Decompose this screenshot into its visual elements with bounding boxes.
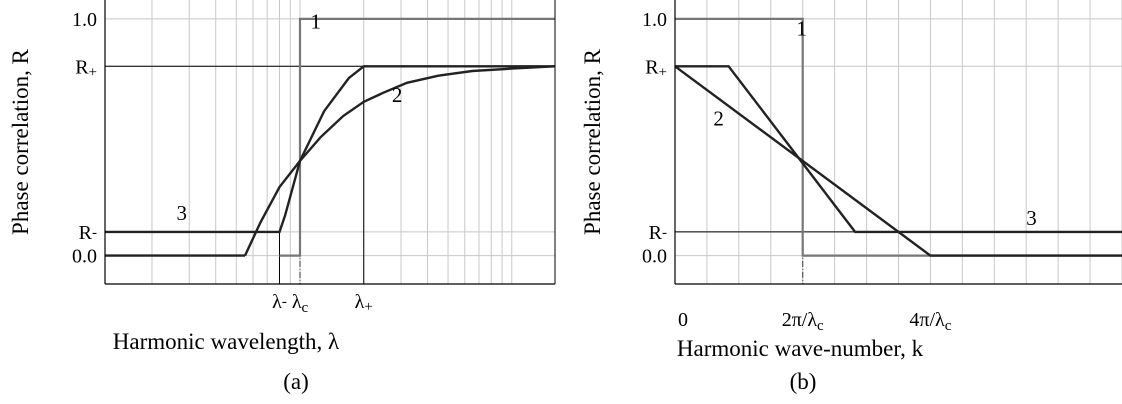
curve-labels-a: 1 2 3	[177, 9, 403, 225]
y-tick-label-b: 0.0	[642, 246, 667, 268]
grid-b	[675, 0, 1122, 284]
x-tick-label-a: λ-	[272, 291, 287, 313]
curve-label-b: 1	[796, 17, 807, 41]
panel-caption-a: (a)	[283, 369, 309, 394]
y-tick-label-a: 0.0	[72, 246, 97, 268]
curve-label-a: 3	[177, 201, 188, 225]
series-group-b	[674, 17, 1122, 257]
curve-labels-b: 1 2 3	[713, 17, 1036, 230]
grid-a	[105, 0, 555, 284]
x-tick-label-b: 2π/λc	[782, 309, 824, 334]
x-ticks-b: 0 2π/λc 4π/λc	[678, 309, 952, 334]
reference-lines-a	[105, 18, 555, 284]
series-line-b-2	[674, 65, 1122, 257]
y-axis-label-a: Phase correlation, R	[8, 48, 33, 235]
series-line-a-3	[105, 65, 555, 234]
curve-label-a: 2	[392, 83, 403, 107]
y-tick-label-a: 1.0	[72, 9, 97, 31]
x-tick-label-b: 4π/λc	[909, 309, 951, 334]
curve-label-b: 3	[1026, 206, 1037, 230]
panel-a: 1.0 R+ R-0.0 λ-λc λ+ 1 2 3 Phase correlation,…	[8, 0, 556, 394]
x-ticks-a: λ-λc λ+	[272, 291, 373, 316]
curve-label-a: 1	[310, 9, 321, 33]
x-tick-label-a: λc	[292, 291, 309, 316]
y-ticks-b: 1.0 R+ R-0.0	[642, 9, 667, 268]
x-axis-label-b: Harmonic wave-number, k	[677, 336, 924, 361]
x-tick-label-a: λ+	[355, 291, 373, 315]
series-group-a	[105, 17, 556, 257]
y-tick-label-a: R-	[79, 222, 97, 244]
series-line-a-1	[279, 17, 555, 257]
y-tick-label-b: R-	[649, 222, 667, 244]
curve-label-b: 2	[713, 106, 724, 130]
panel-caption-b: (b)	[790, 369, 817, 394]
y-tick-label-b: 1.0	[642, 9, 667, 31]
series-line-b-3	[675, 65, 1122, 234]
y-tick-label-a: R+	[75, 56, 97, 80]
x-axis-label-a: Harmonic wavelength, λ	[113, 329, 340, 354]
y-axis-label-b: Phase correlation, R	[580, 48, 605, 235]
x-tick-label-b: 0	[678, 309, 688, 331]
panel-b: 1.0 R+ R-0.0 0 2π/λc 4π/λc 1 2 3 Phase correla…	[580, 0, 1122, 394]
series-line-a-2	[243, 65, 556, 257]
y-ticks-a: 1.0 R+ R-0.0	[72, 9, 97, 268]
y-tick-label-b: R+	[645, 56, 667, 80]
